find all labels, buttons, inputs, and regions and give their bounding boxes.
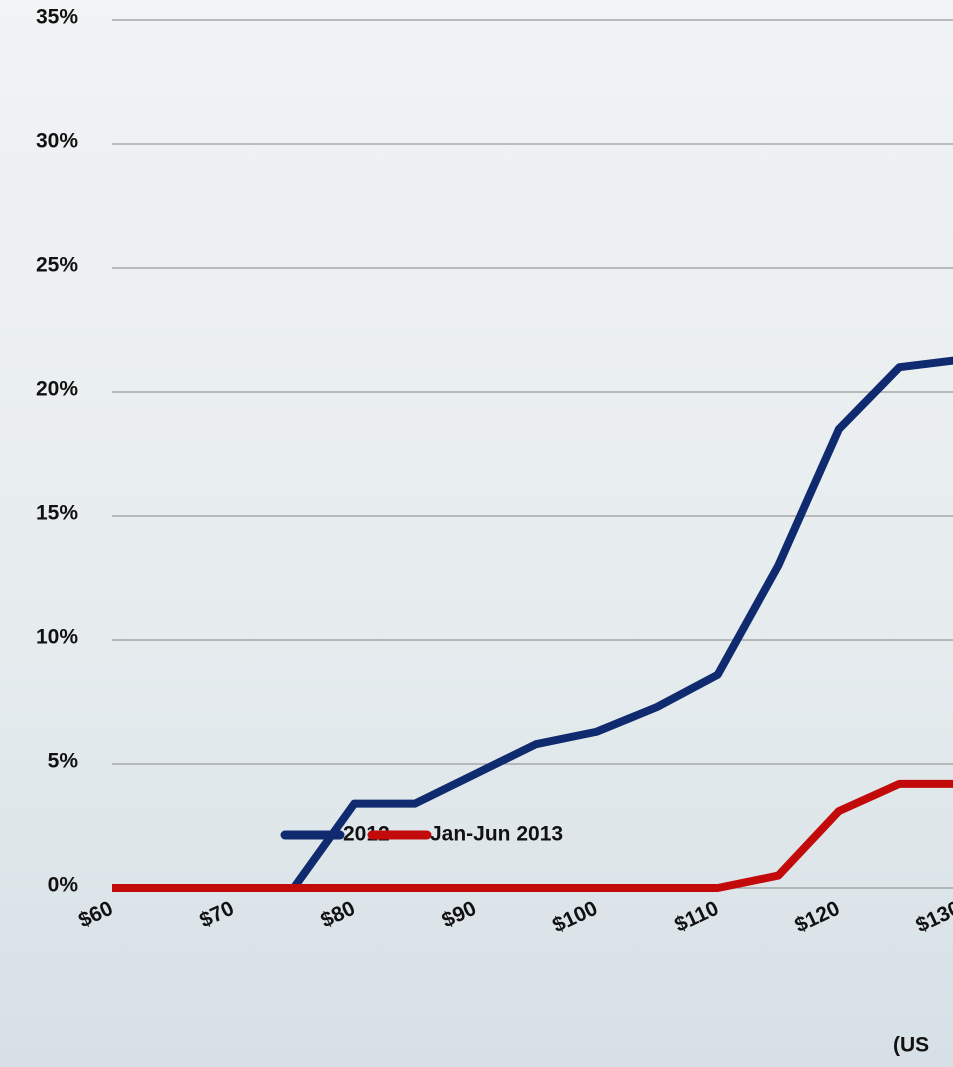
y-tick-label: 5% — [48, 750, 79, 773]
legend-label: 2012 — [343, 823, 390, 846]
series-line — [112, 779, 953, 892]
x-axis-label: (US — [893, 1034, 929, 1057]
legend-label: Jan-Jun 2013 — [430, 823, 563, 846]
y-tick-label: 15% — [36, 502, 78, 525]
y-tick-label: 35% — [36, 6, 78, 29]
y-tick-label: 20% — [36, 378, 78, 401]
y-tick-label: 10% — [36, 626, 78, 649]
y-tick-label: 30% — [36, 130, 78, 153]
y-tick-label: 0% — [48, 874, 79, 897]
y-tick-label: 25% — [36, 254, 78, 277]
